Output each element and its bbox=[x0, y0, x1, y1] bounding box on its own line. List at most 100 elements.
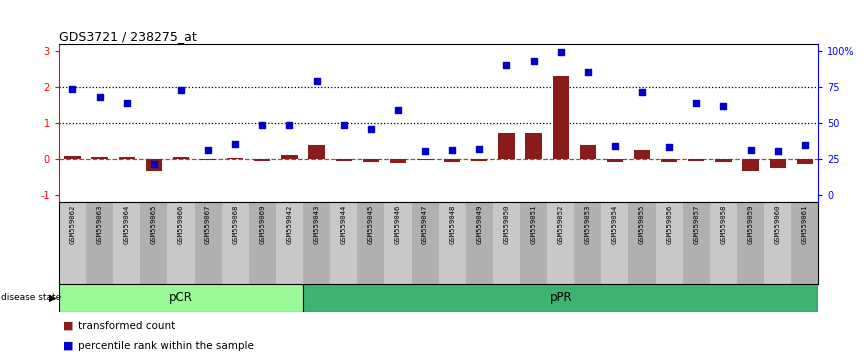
Text: percentile rank within the sample: percentile rank within the sample bbox=[78, 341, 254, 351]
Bar bbox=[688, 159, 704, 161]
Point bbox=[500, 62, 514, 68]
Bar bbox=[390, 159, 406, 163]
Bar bbox=[710, 202, 737, 284]
Bar bbox=[249, 202, 276, 284]
Text: GSM559057: GSM559057 bbox=[694, 205, 700, 244]
Text: GSM559053: GSM559053 bbox=[585, 205, 591, 244]
Bar bbox=[682, 202, 710, 284]
Bar bbox=[737, 202, 764, 284]
Point bbox=[581, 69, 595, 75]
Text: GSM559054: GSM559054 bbox=[612, 205, 618, 244]
Bar bbox=[634, 150, 650, 159]
Text: GSM559045: GSM559045 bbox=[368, 205, 374, 244]
Text: GSM559062: GSM559062 bbox=[69, 205, 75, 244]
Text: GSM559060: GSM559060 bbox=[775, 205, 780, 244]
Bar bbox=[661, 159, 677, 162]
Text: GSM559055: GSM559055 bbox=[639, 205, 645, 244]
Bar bbox=[173, 157, 189, 159]
Point bbox=[93, 94, 107, 100]
Bar bbox=[601, 202, 629, 284]
Bar bbox=[222, 202, 249, 284]
Bar bbox=[145, 159, 162, 171]
Text: GSM559047: GSM559047 bbox=[422, 205, 428, 244]
Text: GDS3721 / 238275_at: GDS3721 / 238275_at bbox=[59, 30, 197, 43]
Bar bbox=[167, 202, 195, 284]
Point bbox=[771, 148, 785, 154]
Bar bbox=[770, 159, 785, 168]
Text: transformed count: transformed count bbox=[78, 321, 175, 331]
Bar bbox=[363, 159, 379, 162]
Bar bbox=[417, 159, 433, 160]
Point bbox=[798, 142, 811, 147]
Point bbox=[364, 127, 378, 132]
Point bbox=[337, 122, 351, 128]
Bar bbox=[358, 202, 385, 284]
Bar bbox=[579, 145, 596, 159]
Point bbox=[120, 100, 133, 105]
Bar bbox=[797, 159, 813, 164]
Text: GSM559067: GSM559067 bbox=[205, 205, 211, 244]
Bar bbox=[140, 202, 167, 284]
Text: GSM559056: GSM559056 bbox=[666, 205, 672, 244]
Point bbox=[608, 143, 622, 149]
Text: GSM559049: GSM559049 bbox=[476, 205, 482, 244]
Bar bbox=[471, 159, 488, 161]
Bar bbox=[764, 202, 792, 284]
Bar bbox=[493, 202, 520, 284]
Point bbox=[66, 86, 80, 92]
Point bbox=[201, 147, 215, 153]
Text: GSM559046: GSM559046 bbox=[395, 205, 401, 244]
Text: GSM559059: GSM559059 bbox=[747, 205, 753, 244]
Bar bbox=[335, 159, 352, 161]
Text: ■: ■ bbox=[63, 341, 74, 351]
Bar bbox=[276, 202, 303, 284]
Text: GSM559069: GSM559069 bbox=[259, 205, 265, 244]
Text: GSM559058: GSM559058 bbox=[721, 205, 727, 244]
Text: pCR: pCR bbox=[169, 291, 193, 304]
Bar bbox=[59, 202, 86, 284]
Bar bbox=[742, 159, 759, 171]
Bar bbox=[574, 202, 601, 284]
Point bbox=[282, 122, 296, 128]
Bar bbox=[607, 159, 623, 162]
Text: GSM559052: GSM559052 bbox=[558, 205, 564, 244]
Point bbox=[689, 100, 703, 105]
Point bbox=[147, 161, 161, 167]
Bar bbox=[303, 202, 330, 284]
Text: GSM559064: GSM559064 bbox=[124, 205, 130, 244]
Bar bbox=[656, 202, 682, 284]
Bar bbox=[547, 202, 574, 284]
Point bbox=[310, 78, 324, 84]
Bar bbox=[64, 156, 81, 159]
Bar bbox=[444, 159, 461, 162]
Text: GSM559044: GSM559044 bbox=[340, 205, 346, 244]
Point bbox=[635, 90, 649, 95]
Bar bbox=[411, 202, 438, 284]
Text: GSM559050: GSM559050 bbox=[503, 205, 509, 244]
Point bbox=[418, 148, 432, 154]
Bar bbox=[86, 202, 113, 284]
Bar bbox=[385, 202, 411, 284]
Point bbox=[445, 147, 459, 153]
Point bbox=[553, 49, 567, 55]
Bar bbox=[466, 202, 493, 284]
Bar bbox=[281, 155, 298, 159]
Point bbox=[472, 146, 486, 152]
Bar bbox=[303, 284, 818, 312]
Bar bbox=[629, 202, 656, 284]
Text: GSM559048: GSM559048 bbox=[449, 205, 456, 244]
Text: ▶: ▶ bbox=[49, 293, 57, 303]
Point bbox=[255, 122, 269, 128]
Text: GSM559061: GSM559061 bbox=[802, 205, 808, 244]
Text: GSM559043: GSM559043 bbox=[313, 205, 320, 244]
Bar bbox=[113, 202, 140, 284]
Text: GSM559066: GSM559066 bbox=[178, 205, 184, 244]
Bar bbox=[715, 159, 732, 162]
Point bbox=[527, 58, 540, 64]
Point bbox=[744, 147, 758, 153]
Text: ■: ■ bbox=[63, 321, 74, 331]
Bar bbox=[92, 157, 107, 159]
Text: disease state: disease state bbox=[1, 293, 64, 303]
Text: GSM559063: GSM559063 bbox=[97, 205, 102, 244]
Bar bbox=[792, 202, 818, 284]
